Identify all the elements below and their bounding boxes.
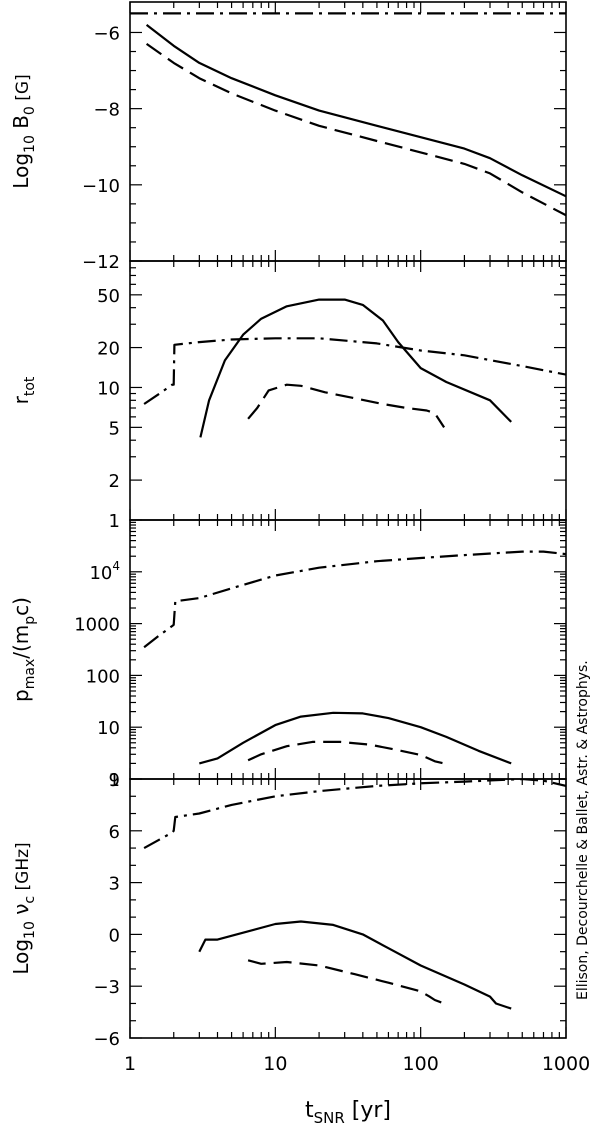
panel-frame <box>129 778 567 1039</box>
y-tick-label: −10 <box>82 176 120 197</box>
x-tick-label: 1000 <box>542 1053 590 1075</box>
y-tick-label: 2 <box>109 471 120 492</box>
y-tick-label: 3 <box>109 874 120 895</box>
panel-frame <box>129 519 567 780</box>
y-tick-label: −8 <box>93 100 120 121</box>
panel-frame <box>129 1 567 262</box>
y-axis-label: Log10 νc [GHz] <box>9 842 38 974</box>
y-tick-label: −6 <box>93 1029 120 1050</box>
series-line-dashdot <box>143 550 566 649</box>
y-tick-label: 10 <box>97 378 120 399</box>
y-tick-label: 10 <box>97 718 120 739</box>
series-line-dashdot <box>143 779 566 850</box>
series-line-dashed <box>145 42 566 217</box>
y-tick-label: 50 <box>97 286 120 307</box>
x-axis-label: tSNR [yr] <box>305 1098 391 1127</box>
y-tick-label: 9 <box>109 770 120 791</box>
y-tick-label: −6 <box>93 23 120 44</box>
y-axis-label: pmax/(mpc) <box>9 597 38 702</box>
series-line-solid <box>199 711 512 765</box>
series-line-solid <box>198 920 512 1010</box>
y-tick-label: 6 <box>109 822 120 843</box>
series-line-dashdot <box>143 337 566 405</box>
x-tick-label: 1 <box>124 1053 136 1075</box>
y-tick-label: 100 <box>86 666 120 687</box>
x-tick-label: 100 <box>403 1053 439 1075</box>
panel-r_tot: 1 2 5 10 20 50 rtot <box>9 260 567 532</box>
series-line-solid <box>145 24 566 198</box>
series-line-dashed <box>247 383 446 429</box>
panel-p_max: 1 10 100 1000 104 pmax/(mpc) <box>9 519 567 791</box>
panel-top: −6 −8 −10 −12 Log10 B0 [G] <box>9 1 567 273</box>
chart-panels: −6 −8 −10 −12 Log10 B0 [G] 1 2 5 10 20 50 rtot 1 10 10… <box>9 1 567 1050</box>
y-tick-label: −12 <box>82 252 120 273</box>
y-axis-label: rtot <box>9 376 38 404</box>
x-axis: 1 10 100 1000 tSNR [yr] <box>124 1053 590 1127</box>
panel-nu_c: −6 −3 0 3 6 9 Log10 νc [GHz] <box>9 770 567 1050</box>
y-tick-label: 1 <box>109 511 120 532</box>
y-tick-label: −3 <box>93 977 120 998</box>
y-tick-label: 1000 <box>74 615 120 636</box>
y-tick-label: 20 <box>97 339 120 360</box>
series-line-dashed <box>247 740 445 765</box>
y-tick-label: 0 <box>109 925 120 946</box>
y-tick-label: 5 <box>109 418 120 439</box>
series-line-solid <box>199 298 512 438</box>
x-tick-label: 10 <box>263 1053 287 1075</box>
y-axis-label: Log10 B0 [G] <box>9 74 38 188</box>
y-tick-label: 1 <box>109 770 120 791</box>
series-line-dashed <box>247 959 445 1005</box>
credit-text: Ellison, Decourchelle & Ballet, Astr. & … <box>575 660 591 1000</box>
y-tick-label: 104 <box>89 559 120 584</box>
